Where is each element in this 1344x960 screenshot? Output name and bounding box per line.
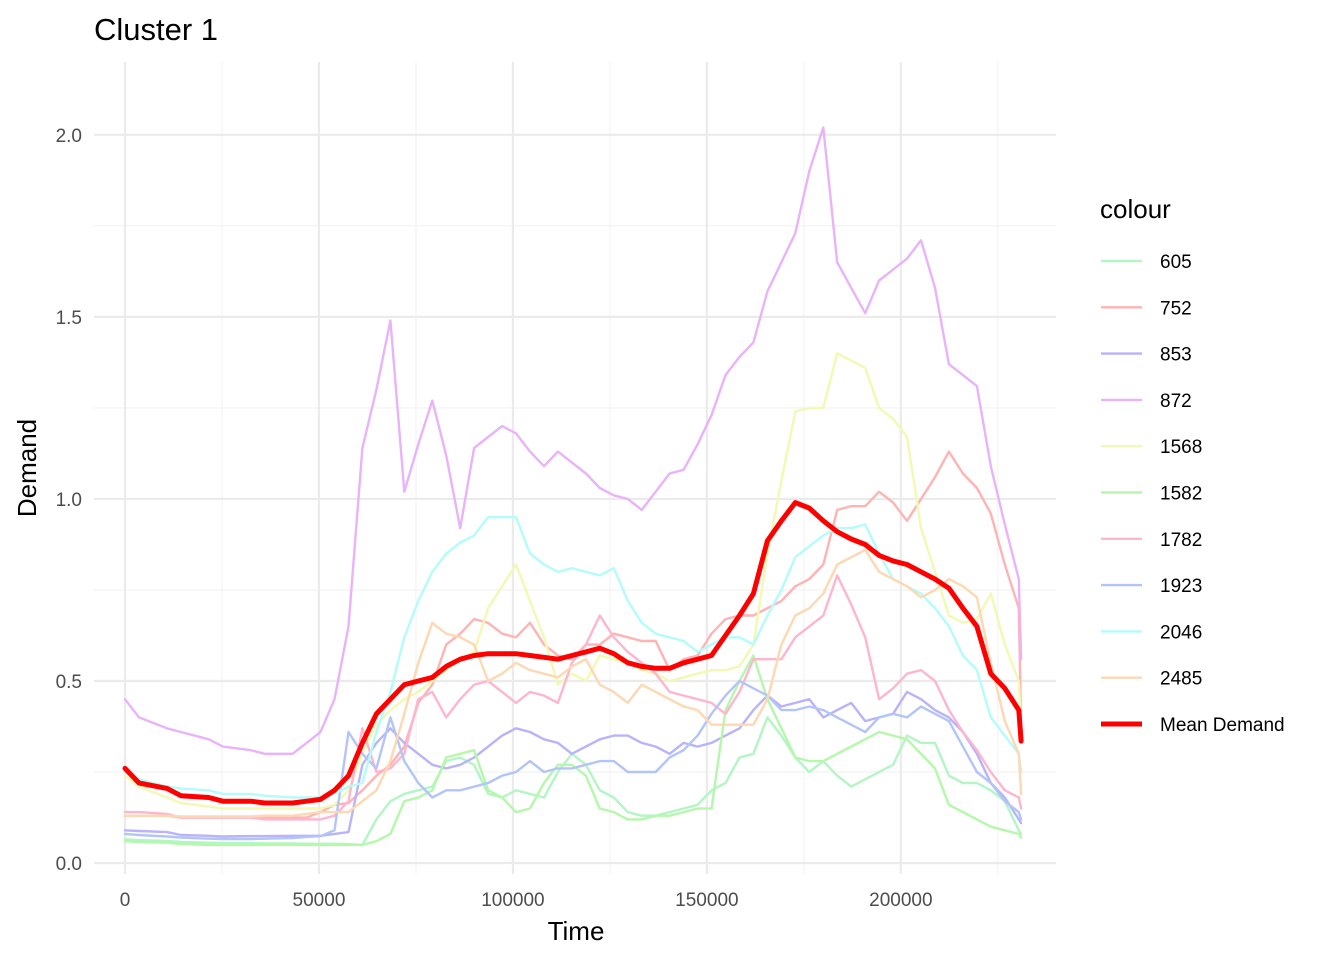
legend-label: 2485	[1160, 669, 1202, 690]
y-tick-label: 0.5	[56, 672, 82, 693]
series-line-1568	[123, 352, 1023, 810]
x-tick-label: 100000	[481, 890, 544, 911]
y-axis-ticks: 0.0 0.5 1.0 1.5 2.0	[56, 126, 82, 875]
legend-label: 1782	[1160, 530, 1202, 551]
x-axis-ticks: 0 50000 100000 150000 200000	[120, 890, 933, 911]
legend-label: 1568	[1160, 437, 1202, 458]
series-line-2485	[123, 548, 1023, 818]
y-tick-label: 1.0	[56, 490, 82, 511]
y-tick-label: 2.0	[56, 126, 82, 147]
legend-label: Mean Demand	[1160, 715, 1285, 736]
x-tick-label: 0	[120, 890, 131, 911]
legend: colour 605 752 853 872 1568 1582 1782 1923 2046 2…	[1100, 194, 1285, 736]
chart-title: Cluster 1	[94, 12, 218, 47]
legend-label: 752	[1160, 298, 1192, 319]
series-line-1923	[123, 679, 1023, 841]
y-tick-label: 0.0	[56, 854, 82, 875]
series-line-872	[123, 126, 1023, 755]
x-tick-label: 150000	[675, 890, 738, 911]
legend-label: 1582	[1160, 484, 1202, 505]
series-line-605	[123, 716, 1023, 847]
legend-title: colour	[1100, 194, 1171, 224]
y-tick-label: 1.5	[56, 308, 82, 329]
series-line-1782	[123, 574, 1023, 821]
legend-label: 872	[1160, 391, 1192, 412]
legend-label: 2046	[1160, 622, 1202, 643]
legend-label: 1923	[1160, 576, 1202, 597]
legend-label: 853	[1160, 345, 1192, 366]
x-tick-label: 200000	[869, 890, 932, 911]
y-axis-title: Demand	[12, 419, 42, 517]
x-axis-title: Time	[548, 916, 605, 946]
series-lines	[122, 126, 1024, 847]
legend-label: 605	[1160, 252, 1192, 273]
series-line-mean-demand	[122, 500, 1024, 806]
x-tick-label: 50000	[293, 890, 346, 911]
series-line-1582	[123, 654, 1023, 847]
series-line-752	[123, 450, 1023, 819]
